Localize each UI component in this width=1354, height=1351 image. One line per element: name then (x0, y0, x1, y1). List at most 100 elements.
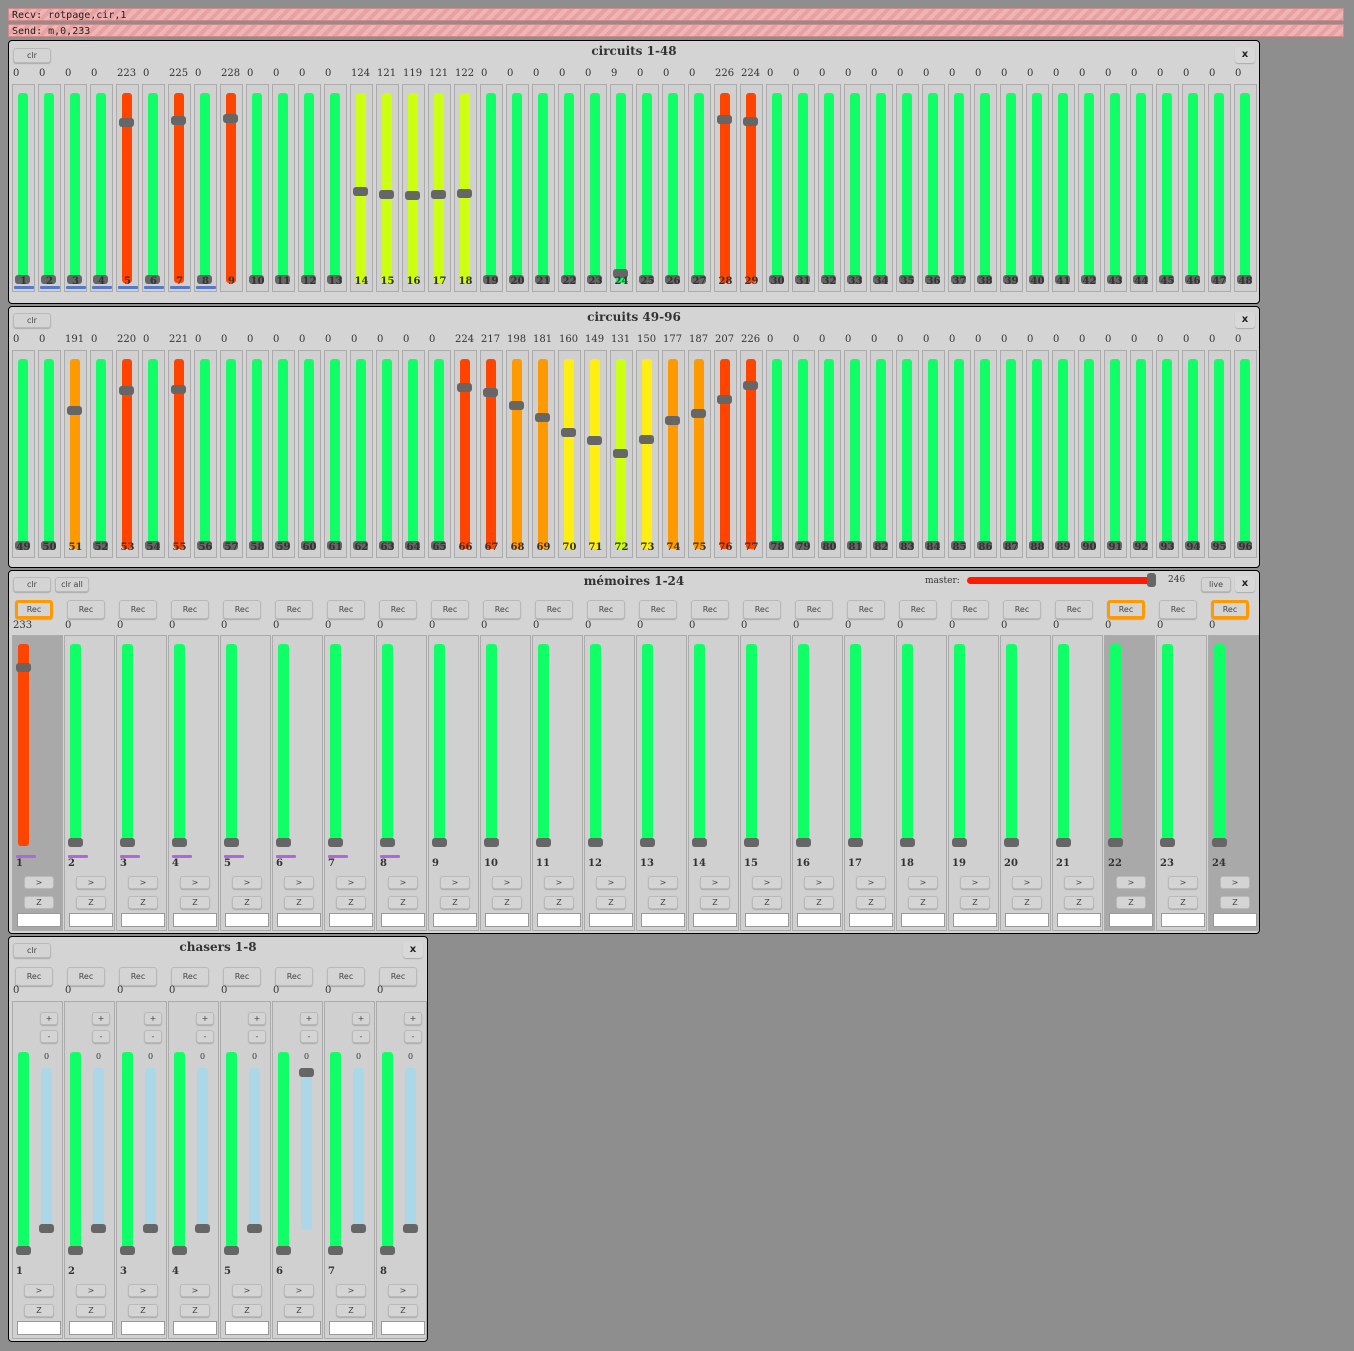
master-slider[interactable] (967, 573, 1159, 587)
channel-fader-80[interactable]: 80 (818, 350, 841, 558)
fader-handle[interactable] (1212, 838, 1227, 847)
zero-button[interactable]: Z (700, 896, 730, 909)
name-input[interactable] (1109, 913, 1153, 927)
master-handle[interactable] (1147, 573, 1157, 587)
channel-fader-33[interactable]: 33 (844, 84, 867, 292)
channel-fader-68[interactable]: 68 (506, 350, 529, 558)
fader-handle[interactable] (223, 541, 238, 550)
zero-button[interactable]: Z (76, 896, 106, 909)
fader-handle[interactable] (873, 541, 888, 550)
fader-handle[interactable] (1133, 541, 1148, 550)
fader-handle[interactable] (899, 541, 914, 550)
channel-fader-29[interactable]: 29 (740, 84, 763, 292)
fader-handle[interactable] (1160, 838, 1175, 847)
name-input[interactable] (277, 913, 321, 927)
rec-button-16[interactable]: Rec (795, 600, 833, 619)
channel-fader-11[interactable]: 11 (272, 84, 295, 292)
close-icon[interactable]: x (403, 942, 423, 958)
channel-fader-34[interactable]: 34 (870, 84, 893, 292)
channel-fader-32[interactable]: 32 (818, 84, 841, 292)
fader-handle[interactable] (509, 275, 524, 284)
fader-handle[interactable] (41, 275, 56, 284)
go-button[interactable]: > (336, 1284, 366, 1297)
channel-fader-87[interactable]: 87 (1000, 350, 1023, 558)
fader-handle[interactable] (769, 541, 784, 550)
channel-fader-14[interactable]: 14 (350, 84, 373, 292)
channel-fader-84[interactable]: 84 (922, 350, 945, 558)
channel-fader-53[interactable]: 53 (116, 350, 139, 558)
zero-button[interactable]: Z (24, 896, 54, 909)
fader-handle[interactable] (171, 116, 186, 126)
name-input[interactable] (277, 1321, 321, 1335)
channel-fader-5[interactable]: 5 (116, 84, 139, 292)
fader-handle[interactable] (1133, 275, 1148, 284)
rec-button-5[interactable]: Rec (223, 967, 261, 986)
fader-handle[interactable] (795, 275, 810, 284)
channel-fader-47[interactable]: 47 (1208, 84, 1231, 292)
fader-handle[interactable] (1107, 541, 1122, 550)
zero-button[interactable]: Z (648, 896, 678, 909)
zero-button[interactable]: Z (1116, 896, 1146, 909)
fader-handle[interactable] (457, 382, 472, 392)
channel-fader-17[interactable]: 17 (428, 84, 451, 292)
channel-fader-6[interactable]: 6 (142, 84, 165, 292)
fader-handle[interactable] (743, 116, 758, 126)
fader-handle[interactable] (717, 115, 732, 125)
live-button[interactable]: live (1201, 577, 1231, 592)
fader-handle[interactable] (1003, 275, 1018, 284)
name-input[interactable] (433, 913, 477, 927)
fader-handle[interactable] (744, 838, 759, 847)
zero-button[interactable]: Z (856, 896, 886, 909)
fader-handle[interactable] (145, 541, 160, 550)
name-input[interactable] (225, 913, 269, 927)
name-input[interactable] (225, 1321, 269, 1335)
channel-fader-92[interactable]: 92 (1130, 350, 1153, 558)
channel-fader-83[interactable]: 83 (896, 350, 919, 558)
rec-button-8[interactable]: Rec (379, 600, 417, 619)
name-input[interactable] (329, 1321, 373, 1335)
fader-handle[interactable] (847, 541, 862, 550)
rec-button-24[interactable]: Rec (1211, 600, 1249, 619)
channel-fader-27[interactable]: 27 (688, 84, 711, 292)
fader-handle[interactable] (15, 541, 30, 550)
channel-fader-30[interactable]: 30 (766, 84, 789, 292)
channel-fader-12[interactable]: 12 (298, 84, 321, 292)
plus-button[interactable]: + (144, 1012, 162, 1025)
go-button[interactable]: > (960, 876, 990, 889)
fader-handle[interactable] (587, 435, 602, 445)
name-input[interactable] (849, 913, 893, 927)
go-button[interactable]: > (232, 1284, 262, 1297)
channel-fader-78[interactable]: 78 (766, 350, 789, 558)
channel-fader-73[interactable]: 73 (636, 350, 659, 558)
fader-handle[interactable] (509, 401, 524, 411)
go-button[interactable]: > (388, 1284, 418, 1297)
zero-button[interactable]: Z (284, 896, 314, 909)
speed-handle[interactable] (299, 1068, 314, 1077)
fader-handle[interactable] (848, 838, 863, 847)
clr-button[interactable]: clr (13, 48, 51, 63)
channel-fader-88[interactable]: 88 (1026, 350, 1049, 558)
rec-button-18[interactable]: Rec (899, 600, 937, 619)
channel-fader-21[interactable]: 21 (532, 84, 555, 292)
fader-handle[interactable] (431, 541, 446, 550)
fader-handle[interactable] (1081, 541, 1096, 550)
fader-handle[interactable] (1211, 275, 1226, 284)
channel-fader-8[interactable]: 8 (194, 84, 217, 292)
fader-handle[interactable] (172, 1246, 187, 1255)
name-input[interactable] (17, 1321, 61, 1335)
name-input[interactable] (693, 913, 737, 927)
zero-button[interactable]: Z (440, 896, 470, 909)
fader-handle[interactable] (197, 275, 212, 284)
close-icon[interactable]: x (1235, 312, 1255, 328)
channel-fader-77[interactable]: 77 (740, 350, 763, 558)
fader-handle[interactable] (1108, 838, 1123, 847)
zero-button[interactable]: Z (544, 896, 574, 909)
channel-fader-37[interactable]: 37 (948, 84, 971, 292)
fader-handle[interactable] (1159, 541, 1174, 550)
fader-handle[interactable] (1185, 275, 1200, 284)
rec-button-1[interactable]: Rec (15, 967, 53, 986)
channel-fader-28[interactable]: 28 (714, 84, 737, 292)
minus-button[interactable]: - (196, 1030, 214, 1043)
go-button[interactable]: > (544, 876, 574, 889)
speed-handle[interactable] (195, 1224, 210, 1233)
